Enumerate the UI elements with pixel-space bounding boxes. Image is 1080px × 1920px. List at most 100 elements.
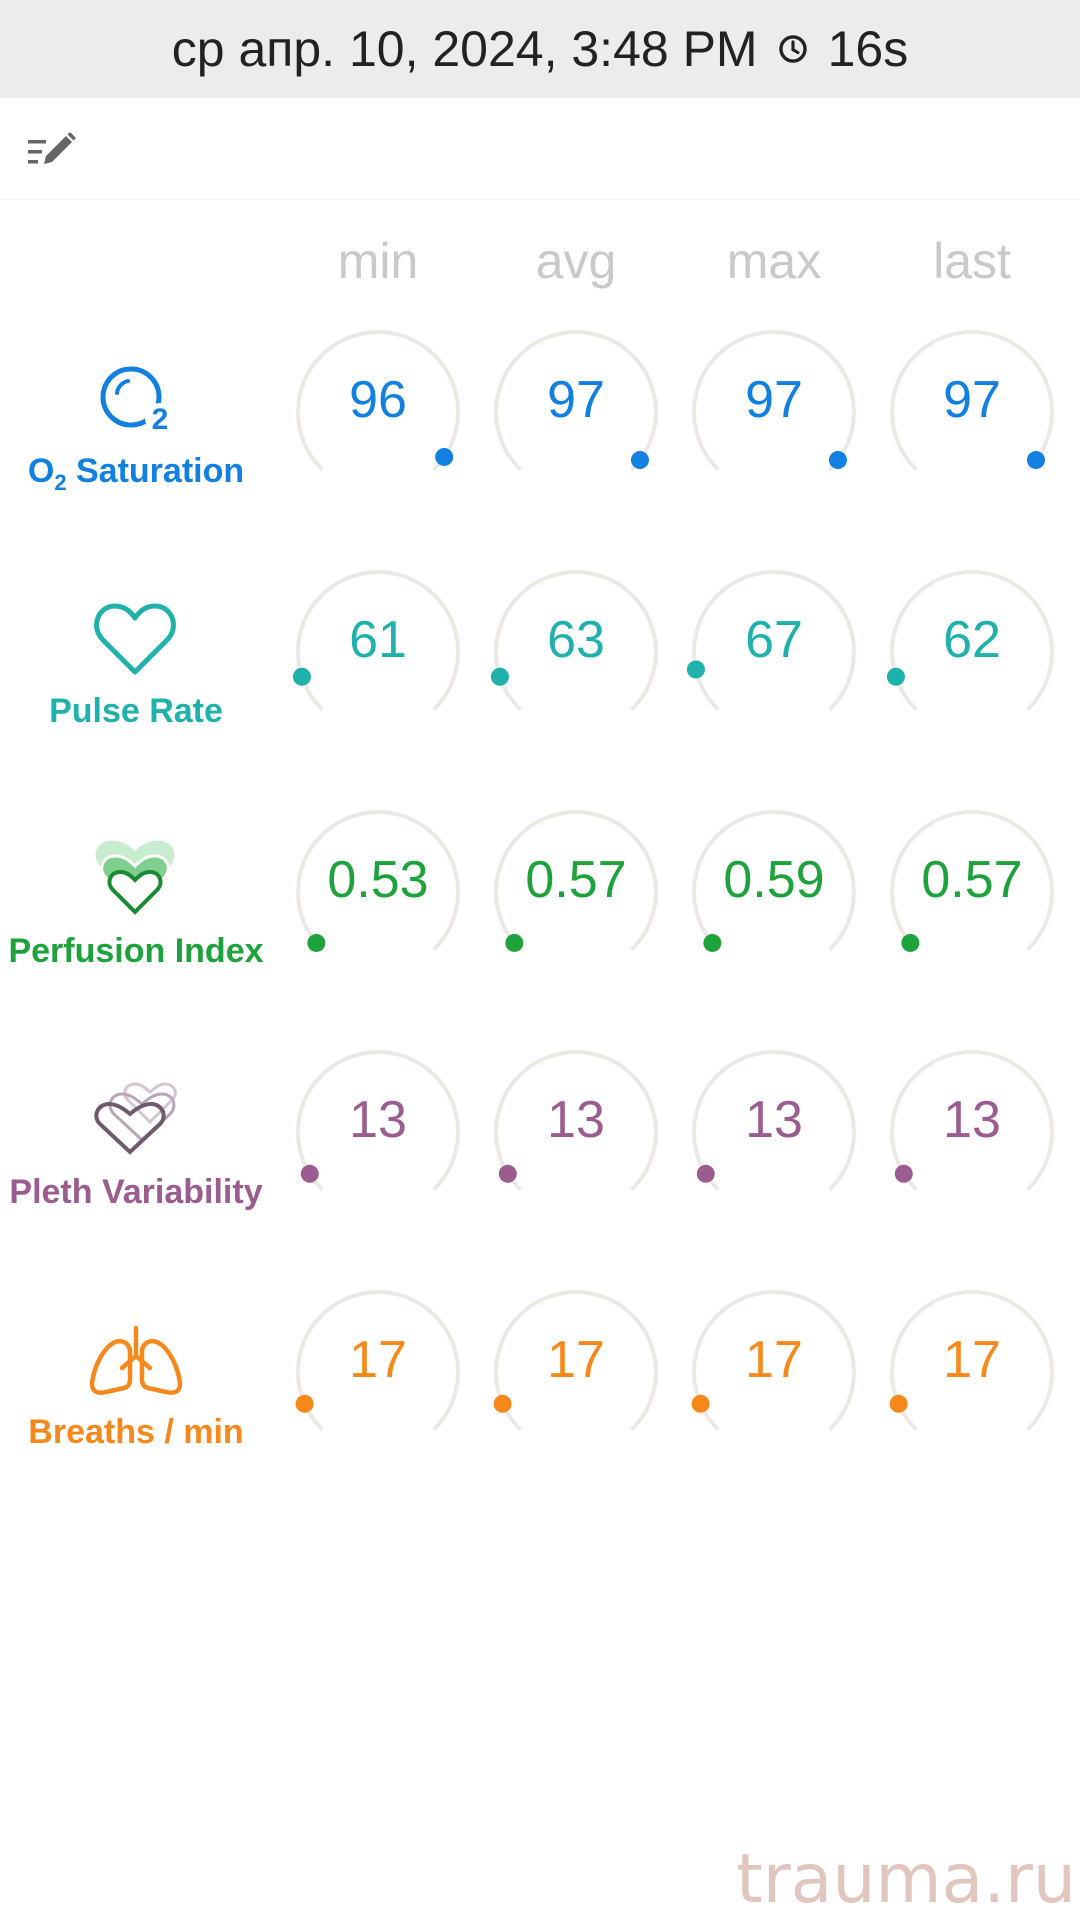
gauge-pvi-max: 13	[684, 1042, 864, 1222]
gauge-value: 0.53	[327, 851, 429, 909]
gauge-indicator-dot	[295, 1394, 314, 1413]
gauge-spo2-last: 97	[882, 322, 1062, 502]
pi-label: Perfusion Index	[8, 932, 264, 970]
gauge-indicator-dot	[300, 1164, 319, 1183]
datetime-text: ср апр. 10, 2024, 3:48 PM	[171, 21, 758, 77]
gauge-rr-last: 17	[882, 1282, 1062, 1462]
gauge-value: 97	[547, 371, 605, 429]
gauge-arc	[494, 1050, 658, 1191]
gauge-indicator-dot	[703, 933, 722, 952]
gauge-indicator-dot	[696, 1164, 715, 1183]
o2-bubble-icon: 2	[100, 366, 175, 436]
pleth-hearts-icon	[94, 1082, 177, 1155]
gauge-spo2-min: 96	[288, 322, 468, 502]
gauge-value: 17	[349, 1331, 407, 1389]
gauge-pi-last: 0.57	[882, 802, 1062, 982]
edit-list-icon[interactable]	[22, 126, 78, 172]
gauge-arc	[493, 1290, 658, 1431]
gauge-arc	[296, 810, 460, 952]
gauge-indicator-dot	[307, 933, 326, 952]
gauge-indicator-dot	[505, 933, 524, 952]
rr-label: Breaths / min	[28, 1413, 244, 1451]
gauge-value: 0.59	[723, 851, 825, 909]
gauge-indicator-dot	[901, 933, 920, 952]
gauge-arc	[886, 570, 1054, 711]
gauge-arc	[890, 330, 1054, 471]
gauge-track	[890, 570, 1054, 711]
gauge-indicator-dot	[889, 1394, 908, 1413]
gauge-arc	[692, 1050, 856, 1191]
gauge-arc	[494, 810, 658, 952]
gauge-pvi-avg: 13	[486, 1042, 666, 1222]
gauge-value: 0.57	[525, 851, 627, 909]
gauge-indicator-dot	[498, 1164, 517, 1183]
gauge-pulse-avg: 63	[486, 562, 666, 742]
gauge-pvi-min: 13	[288, 1042, 468, 1222]
pvi-label: Pleth Variability	[9, 1173, 263, 1211]
layered-hearts-icon	[95, 840, 175, 915]
gauge-track	[692, 330, 856, 471]
gauge-pi-avg: 0.57	[486, 802, 666, 982]
gauge-track	[494, 330, 658, 471]
gauge-value: 13	[943, 1091, 1001, 1149]
gauge-track	[296, 570, 460, 711]
gauge-value: 97	[745, 371, 803, 429]
spo2-icon-wrap: 2	[0, 360, 272, 443]
gauge-value: 63	[547, 611, 605, 669]
gauge-arc	[890, 1050, 1054, 1191]
gauge-value: 13	[745, 1091, 803, 1149]
gauge-track	[890, 810, 1054, 951]
gauge-value: 0.57	[921, 851, 1023, 909]
gauge-indicator-dot	[894, 1164, 913, 1183]
gauge-spo2-avg: 97	[486, 322, 666, 502]
gauge-pvi-last: 13	[882, 1042, 1062, 1222]
duration-text: 16s	[827, 21, 909, 77]
gauge-pulse-last: 62	[882, 562, 1062, 742]
gauge-value: 13	[547, 1091, 605, 1149]
gauge-rr-max: 17	[684, 1282, 864, 1462]
gauge-indicator-dot	[435, 447, 454, 466]
gauge-value: 17	[745, 1331, 803, 1389]
gauge-track	[296, 330, 460, 471]
gauge-track	[494, 570, 658, 711]
gauge-spo2-max: 97	[684, 322, 864, 502]
gauge-rr-min: 17	[288, 1282, 468, 1462]
pi-icon-wrap	[0, 840, 272, 923]
gauge-track	[890, 1050, 1054, 1191]
gauge-rr-avg: 17	[486, 1282, 666, 1462]
clock-icon	[778, 35, 807, 63]
gauge-arc	[296, 1050, 460, 1191]
column-header-avg: avg	[535, 233, 617, 289]
gauge-track	[890, 1290, 1054, 1431]
gauge-indicator-dot	[828, 451, 847, 470]
column-header-min: min	[337, 233, 419, 289]
column-header-last: last	[933, 233, 1011, 289]
gauge-arc	[686, 570, 856, 711]
pulse-label: Pulse Rate	[49, 692, 223, 730]
lungs-icon	[89, 1325, 183, 1395]
gauge-arc	[692, 810, 856, 952]
gauge-pi-min: 0.53	[288, 802, 468, 982]
svg-text:2: 2	[152, 403, 169, 436]
gauge-track	[296, 1290, 460, 1431]
gauge-track	[296, 1050, 460, 1191]
gauge-track	[692, 570, 856, 711]
gauge-track	[494, 810, 658, 951]
gauge-track	[494, 1290, 658, 1431]
gauge-track	[692, 1050, 856, 1191]
gauge-track	[494, 1050, 658, 1191]
gauge-indicator-dot	[493, 1394, 512, 1413]
pulse-icon-wrap	[0, 600, 272, 683]
toolbar	[0, 98, 1080, 200]
gauge-value: 96	[349, 371, 407, 429]
gauge-arc	[691, 1290, 856, 1431]
gauge-indicator-dot	[1026, 451, 1045, 470]
gauge-arc	[494, 330, 658, 471]
rr-icon-wrap	[0, 1322, 272, 1405]
gauge-arc	[889, 1290, 1054, 1431]
heart-outline-icon	[94, 603, 176, 675]
pvi-icon-wrap	[0, 1082, 272, 1165]
gauge-pulse-min: 61	[288, 562, 468, 742]
gauge-arc	[490, 570, 658, 711]
column-header-max: max	[726, 233, 822, 289]
